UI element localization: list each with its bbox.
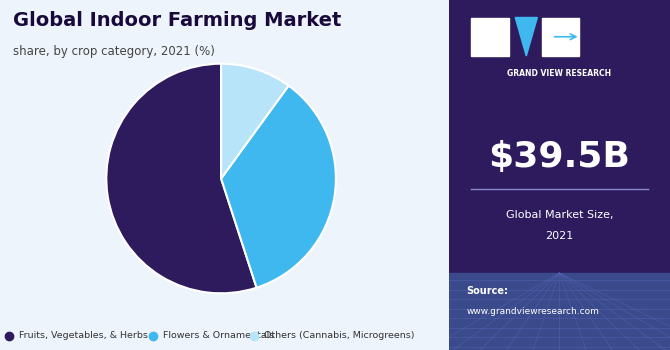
- Text: $39.5B: $39.5B: [488, 140, 630, 175]
- Wedge shape: [107, 64, 257, 293]
- Text: Global Indoor Farming Market: Global Indoor Farming Market: [13, 10, 342, 29]
- Text: Global Market Size,: Global Market Size,: [506, 210, 613, 220]
- Text: Others (Cannabis, Microgreens): Others (Cannabis, Microgreens): [263, 331, 414, 341]
- Text: GRAND VIEW RESEARCH: GRAND VIEW RESEARCH: [507, 69, 612, 78]
- Text: share, by crop category, 2021 (%): share, by crop category, 2021 (%): [13, 46, 215, 58]
- Text: 2021: 2021: [545, 231, 574, 241]
- Bar: [471, 18, 509, 56]
- Text: Source:: Source:: [466, 286, 509, 295]
- Wedge shape: [221, 64, 289, 178]
- Text: Fruits, Vegetables, & Herbs: Fruits, Vegetables, & Herbs: [19, 331, 147, 341]
- Text: Flowers & Ornamentals: Flowers & Ornamentals: [163, 331, 274, 341]
- Text: www.grandviewresearch.com: www.grandviewresearch.com: [466, 307, 600, 316]
- Polygon shape: [515, 18, 537, 56]
- Bar: [449, 273, 670, 350]
- Wedge shape: [221, 86, 336, 288]
- Bar: [542, 18, 580, 56]
